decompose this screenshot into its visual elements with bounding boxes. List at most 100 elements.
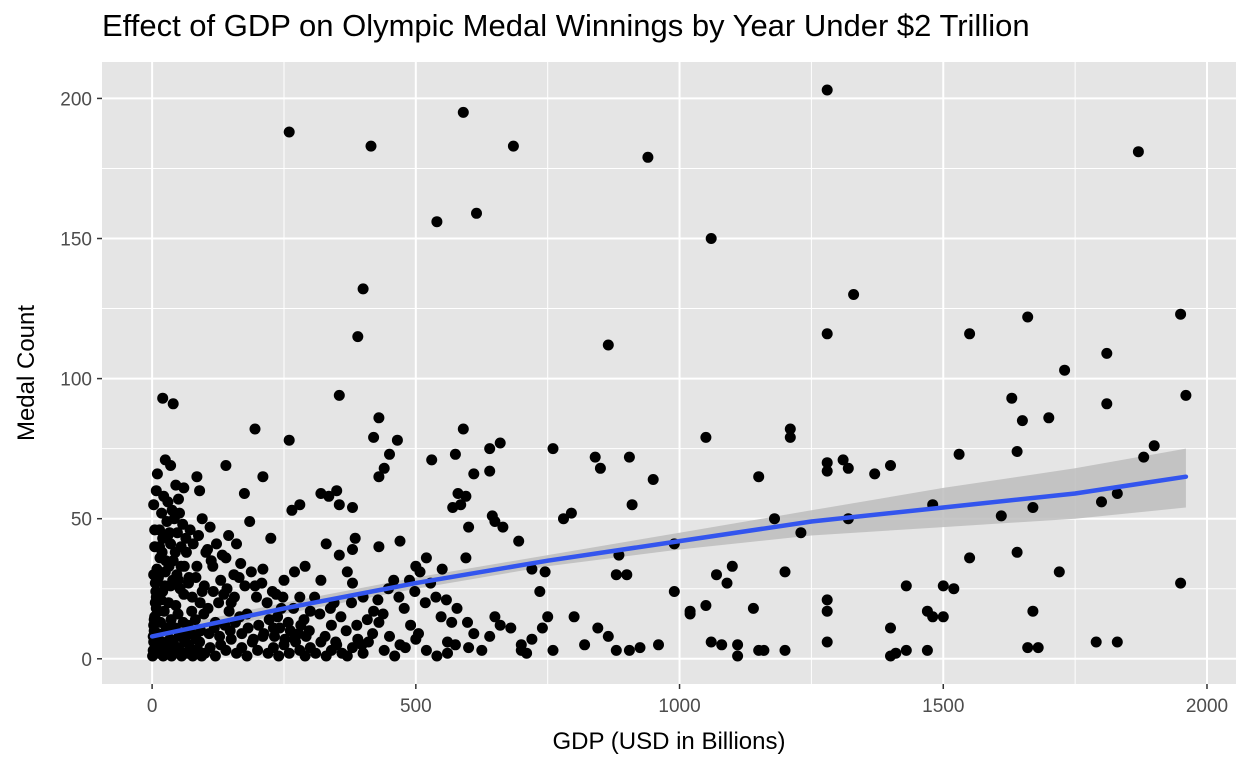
data-point xyxy=(391,434,403,446)
data-point xyxy=(1148,440,1160,452)
data-point xyxy=(155,594,167,606)
data-point xyxy=(420,644,432,656)
data-point xyxy=(231,538,242,550)
data-point xyxy=(505,622,517,634)
data-point xyxy=(921,644,933,656)
data-point xyxy=(377,608,389,620)
data-point xyxy=(795,527,807,539)
data-point xyxy=(431,216,443,228)
data-point xyxy=(261,597,273,609)
data-point xyxy=(154,524,165,536)
data-point xyxy=(351,619,363,631)
data-point xyxy=(186,591,198,603)
data-point xyxy=(626,499,638,511)
data-point xyxy=(1138,451,1150,463)
data-point xyxy=(1132,146,1144,158)
data-point xyxy=(150,485,162,497)
data-point xyxy=(242,622,254,634)
data-point xyxy=(449,448,461,460)
data-point xyxy=(539,566,551,578)
data-point xyxy=(200,546,212,558)
data-point xyxy=(515,644,527,656)
data-point xyxy=(191,471,203,483)
data-points xyxy=(147,84,1192,662)
data-point xyxy=(1043,412,1055,424)
data-point xyxy=(430,591,442,603)
data-point xyxy=(204,521,216,533)
data-point xyxy=(267,642,279,654)
data-point xyxy=(189,614,201,626)
data-point xyxy=(362,636,374,648)
data-point xyxy=(202,602,214,614)
data-point xyxy=(779,644,791,656)
data-point xyxy=(294,591,306,603)
data-point xyxy=(460,552,472,564)
data-point xyxy=(368,605,380,617)
data-point xyxy=(821,457,833,469)
data-point xyxy=(190,572,202,583)
data-point xyxy=(224,625,236,637)
data-point xyxy=(1016,415,1028,427)
data-point xyxy=(245,566,257,578)
data-point xyxy=(937,580,949,592)
data-point xyxy=(284,625,296,637)
data-point xyxy=(148,499,160,511)
data-point xyxy=(711,569,722,581)
data-point xyxy=(948,583,960,595)
data-point xyxy=(252,644,264,656)
data-point xyxy=(462,616,473,628)
data-point xyxy=(1180,389,1192,401)
data-point xyxy=(534,586,546,597)
data-point xyxy=(1027,502,1039,513)
data-point xyxy=(747,602,759,614)
x-axis-title: GDP (USD in Billions) xyxy=(553,728,786,755)
data-point xyxy=(347,642,358,654)
data-point xyxy=(335,611,347,623)
data-point xyxy=(368,431,380,443)
data-point xyxy=(220,460,232,471)
data-point xyxy=(536,622,548,634)
data-point xyxy=(726,560,738,572)
data-point xyxy=(257,563,269,575)
data-point xyxy=(721,577,733,589)
data-point xyxy=(393,591,405,603)
data-point xyxy=(214,630,226,642)
data-point xyxy=(178,482,190,494)
data-point xyxy=(152,605,164,617)
data-point xyxy=(179,636,191,648)
data-point xyxy=(1111,636,1123,648)
data-point xyxy=(272,611,284,623)
data-point xyxy=(602,339,614,351)
data-point xyxy=(784,423,796,435)
data-point xyxy=(1175,577,1187,589)
y-tick-label: 200 xyxy=(60,89,92,110)
data-point xyxy=(274,622,286,634)
data-point xyxy=(216,549,228,561)
data-point xyxy=(149,577,161,589)
data-point xyxy=(258,628,270,640)
data-point xyxy=(389,650,401,662)
data-point xyxy=(257,471,269,483)
data-point xyxy=(164,527,175,539)
data-point xyxy=(367,628,379,640)
data-point xyxy=(821,328,833,340)
data-point xyxy=(589,451,601,463)
data-point xyxy=(779,566,791,578)
data-point xyxy=(171,569,183,581)
data-point xyxy=(542,611,554,623)
data-point xyxy=(191,560,203,572)
data-point xyxy=(357,283,369,295)
data-point xyxy=(165,538,177,550)
data-point xyxy=(1032,642,1044,654)
data-point xyxy=(471,207,482,219)
data-point xyxy=(419,597,431,609)
data-point xyxy=(378,644,390,656)
data-point xyxy=(842,462,854,474)
data-point xyxy=(610,644,622,656)
data-point xyxy=(220,644,232,656)
data-point xyxy=(156,507,168,519)
data-point xyxy=(165,460,177,471)
data-point xyxy=(196,513,208,525)
data-point xyxy=(732,650,744,662)
data-point xyxy=(186,605,198,617)
